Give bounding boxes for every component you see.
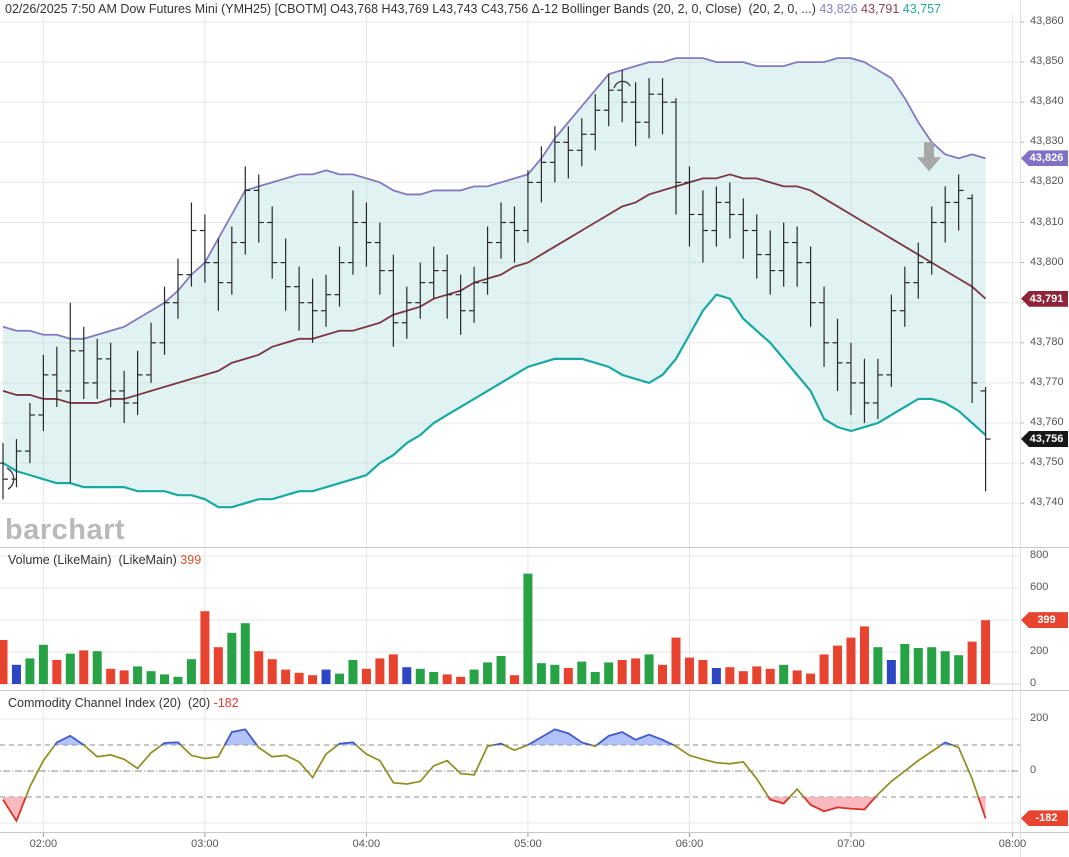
cci-panel[interactable] bbox=[2, 728, 987, 823]
time-axis-label: 03:00 bbox=[191, 838, 219, 850]
cci-axis-label: 0 bbox=[1030, 764, 1037, 776]
time-axis-label: 06:00 bbox=[675, 838, 704, 850]
cci-current-value: -182 bbox=[213, 696, 239, 710]
middle-band-price-badge: 43,791 bbox=[1021, 290, 1068, 307]
volume-axis-label: 200 bbox=[1030, 645, 1049, 657]
time-axis-label: 04:00 bbox=[352, 838, 381, 850]
price-axis-label: 43,800 bbox=[1030, 255, 1064, 268]
cci-axis-label: 200 bbox=[1030, 712, 1049, 724]
last-price-badge: 43,756 bbox=[1021, 431, 1068, 448]
volume-panel-header: Volume (LikeMain) (LikeMain) 399 bbox=[8, 553, 201, 567]
cci-panel-header: Commodity Channel Index (20) (20) -182 bbox=[8, 696, 239, 710]
upper-band-price-badge: 43,826 bbox=[1021, 150, 1068, 167]
price-axis-label: 43,810 bbox=[1030, 215, 1064, 228]
time-axis-label: 08:00 bbox=[998, 838, 1027, 850]
price-axis-label: 43,780 bbox=[1030, 335, 1064, 348]
bollinger-lower-value: 43,757 bbox=[902, 2, 941, 16]
volume-current-value: 399 bbox=[180, 553, 202, 567]
barchart-watermark: barchart bbox=[5, 514, 126, 546]
volume-axis-label: 800 bbox=[1030, 549, 1049, 561]
time-axis-label: 05:00 bbox=[514, 838, 542, 850]
time-axis-label: 07:00 bbox=[837, 838, 865, 850]
price-axis-label: 43,820 bbox=[1030, 175, 1064, 188]
price-axis-label: 43,860 bbox=[1030, 15, 1064, 27]
price-axis-label: 43,770 bbox=[1030, 375, 1064, 388]
chart-title: 02/26/2025 7:50 AM Dow Futures Mini (YMH… bbox=[5, 2, 941, 16]
price-axis-label: 43,840 bbox=[1030, 95, 1064, 108]
annotations bbox=[6, 80, 942, 490]
price-axis-label: 43,760 bbox=[1030, 416, 1064, 428]
volume-axis-label: 600 bbox=[1030, 581, 1049, 593]
price-panel[interactable] bbox=[0, 57, 991, 509]
bollinger-upper-value: 43,826 bbox=[819, 2, 858, 16]
cci-value-badge: -182 bbox=[1021, 810, 1068, 827]
price-axis-label: 43,750 bbox=[1030, 456, 1064, 469]
symbol-ohlc-text: 02/26/2025 7:50 AM Dow Futures Mini (YMH… bbox=[5, 2, 820, 16]
price-axis-label: 43,740 bbox=[1030, 496, 1064, 509]
volume-axis-label: 0 bbox=[1030, 677, 1037, 689]
time-axis-label: 02:00 bbox=[29, 838, 58, 850]
price-axis-label: 43,830 bbox=[1030, 135, 1064, 148]
volume-value-badge: 399 bbox=[1021, 612, 1068, 629]
volume-indicator-label: Volume (LikeMain) (LikeMain) bbox=[8, 553, 181, 567]
bollinger-middle-value: 43,791 bbox=[861, 2, 900, 16]
price-axis-label: 43,850 bbox=[1030, 55, 1064, 68]
cci-indicator-label: Commodity Channel Index (20) (20) bbox=[8, 696, 214, 710]
volume-panel[interactable] bbox=[0, 573, 991, 684]
